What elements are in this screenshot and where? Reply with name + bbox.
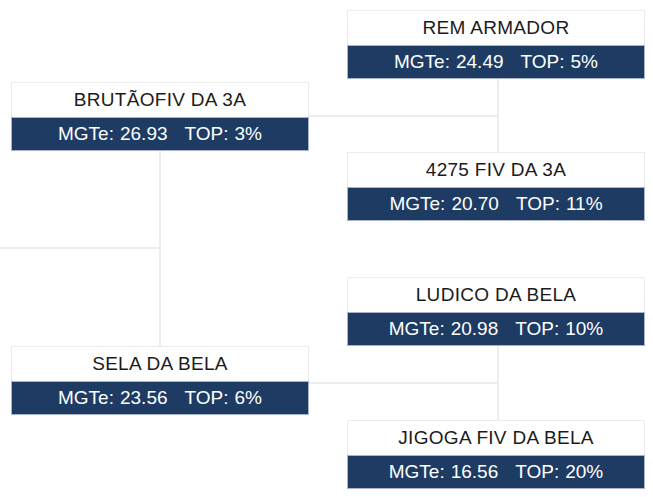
animal-stats-bar: MGTe: 24.49 TOP: 5% bbox=[347, 45, 645, 79]
connector-subject-horizontal bbox=[0, 247, 161, 249]
animal-stats-bar: MGTe: 20.70 TOP: 11% bbox=[347, 187, 645, 221]
pedigree-card-paternal-granddam: 4275 FIV DA 3A MGTe: 20.70 TOP: 11% bbox=[347, 152, 645, 221]
top-label: TOP: bbox=[516, 193, 560, 215]
animal-stats-bar: MGTe: 26.93 TOP: 3% bbox=[11, 117, 309, 151]
mgte-label: MGTe: bbox=[389, 193, 445, 215]
top-label: TOP: bbox=[185, 123, 229, 145]
animal-name: REM ARMADOR bbox=[347, 10, 645, 45]
pedigree-card-maternal-granddam: JIGOGA FIV DA BELA MGTe: 16.56 TOP: 20% bbox=[347, 420, 645, 489]
pedigree-card-maternal-grandsire: LUDICO DA BELA MGTe: 20.98 TOP: 10% bbox=[347, 277, 645, 346]
pedigree-card-sire: BRUTÃOFIV DA 3A MGTe: 26.93 TOP: 3% bbox=[11, 82, 309, 151]
top-value: 20% bbox=[565, 461, 603, 483]
animal-stats-bar: MGTe: 20.98 TOP: 10% bbox=[347, 312, 645, 346]
pedigree-chart: BRUTÃOFIV DA 3A MGTe: 26.93 TOP: 3% SELA DA… bbox=[0, 0, 653, 497]
animal-name: JIGOGA FIV DA BELA bbox=[347, 420, 645, 455]
top-value: 11% bbox=[566, 193, 603, 215]
pedigree-card-dam: SELA DA BELA MGTe: 23.56 TOP: 6% bbox=[11, 346, 309, 415]
mgte-value: 24.49 bbox=[456, 51, 504, 73]
mgte-value: 23.56 bbox=[120, 387, 168, 409]
top-label: TOP: bbox=[515, 318, 559, 340]
mgte-label: MGTe: bbox=[394, 51, 450, 73]
mgte-value: 20.98 bbox=[451, 318, 499, 340]
top-value: 10% bbox=[565, 318, 603, 340]
mgte-label: MGTe: bbox=[389, 318, 445, 340]
animal-stats-bar: MGTe: 23.56 TOP: 6% bbox=[11, 381, 309, 415]
mgte-value: 16.56 bbox=[451, 461, 499, 483]
mgte-label: MGTe: bbox=[58, 123, 114, 145]
animal-name: LUDICO DA BELA bbox=[347, 277, 645, 312]
animal-name: BRUTÃOFIV DA 3A bbox=[11, 82, 309, 117]
mgte-value: 26.93 bbox=[120, 123, 168, 145]
connector-maternal-vertical bbox=[497, 346, 499, 421]
mgte-value: 20.70 bbox=[451, 193, 499, 215]
top-label: TOP: bbox=[521, 51, 565, 73]
top-value: 5% bbox=[571, 51, 598, 73]
top-label: TOP: bbox=[515, 461, 559, 483]
animal-name: SELA DA BELA bbox=[11, 346, 309, 381]
connector-subject-vertical bbox=[159, 151, 161, 347]
animal-name: 4275 FIV DA 3A bbox=[347, 152, 645, 187]
connector-paternal-vertical bbox=[497, 79, 499, 153]
connector-maternal-horizontal bbox=[308, 382, 499, 384]
top-label: TOP: bbox=[185, 387, 229, 409]
pedigree-card-paternal-grandsire: REM ARMADOR MGTe: 24.49 TOP: 5% bbox=[347, 10, 645, 79]
top-value: 3% bbox=[235, 123, 262, 145]
animal-stats-bar: MGTe: 16.56 TOP: 20% bbox=[347, 455, 645, 489]
mgte-label: MGTe: bbox=[58, 387, 114, 409]
mgte-label: MGTe: bbox=[389, 461, 445, 483]
connector-paternal-horizontal bbox=[308, 115, 499, 117]
top-value: 6% bbox=[235, 387, 262, 409]
